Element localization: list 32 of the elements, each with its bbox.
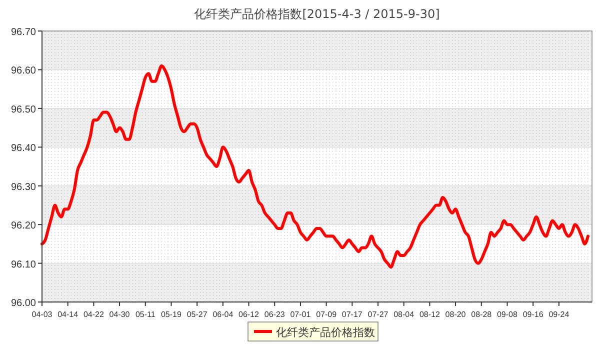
y-tick-label: 96.70 bbox=[10, 27, 36, 38]
y-tick-label: 96.60 bbox=[10, 66, 36, 77]
x-tick-label: 08-28 bbox=[471, 310, 492, 319]
x-tick-label: 08-04 bbox=[394, 310, 415, 319]
x-tick-label: 06-04 bbox=[212, 310, 234, 319]
x-tick-label: 07-09 bbox=[316, 310, 338, 319]
x-tick-label: 06-23 bbox=[264, 310, 286, 319]
x-tick-label: 09-16 bbox=[522, 310, 544, 319]
x-tick-label: 05-27 bbox=[186, 310, 208, 319]
x-tick-label: 05-19 bbox=[160, 310, 182, 319]
y-tick-label: 96.20 bbox=[10, 220, 36, 232]
x-tick-label: 04-03 bbox=[32, 310, 53, 319]
x-tick-label: 04-14 bbox=[58, 310, 79, 319]
line-series bbox=[40, 64, 590, 269]
chart-title: 化纤类产品价格指数[2015-4-3 / 2015-9-30] bbox=[194, 7, 440, 21]
x-tick-label: 07-01 bbox=[290, 310, 312, 319]
x-tick-label: 04-30 bbox=[109, 310, 130, 319]
y-tick-label: 96.00 bbox=[10, 298, 36, 309]
y-tick-label: 96.40 bbox=[10, 143, 36, 154]
x-tick-label: 09-08 bbox=[496, 310, 518, 319]
y-tick-label: 96.50 bbox=[10, 104, 36, 116]
legend-label: 化纤类产品价格指数 bbox=[276, 326, 375, 339]
x-tick-label: 05-11 bbox=[135, 310, 156, 319]
x-tick-label: 09-24 bbox=[548, 310, 570, 319]
x-tick-label: 07-17 bbox=[342, 310, 363, 319]
x-tick-label: 08-12 bbox=[419, 310, 440, 319]
x-tick-label: 07-27 bbox=[368, 310, 389, 319]
y-tick-label: 96.10 bbox=[10, 259, 36, 270]
x-tick-label: 08-20 bbox=[445, 310, 466, 319]
x-tick-label: 06-12 bbox=[238, 310, 260, 319]
y-tick-label: 96.30 bbox=[10, 182, 36, 193]
x-tick-label: 04-22 bbox=[83, 310, 104, 319]
